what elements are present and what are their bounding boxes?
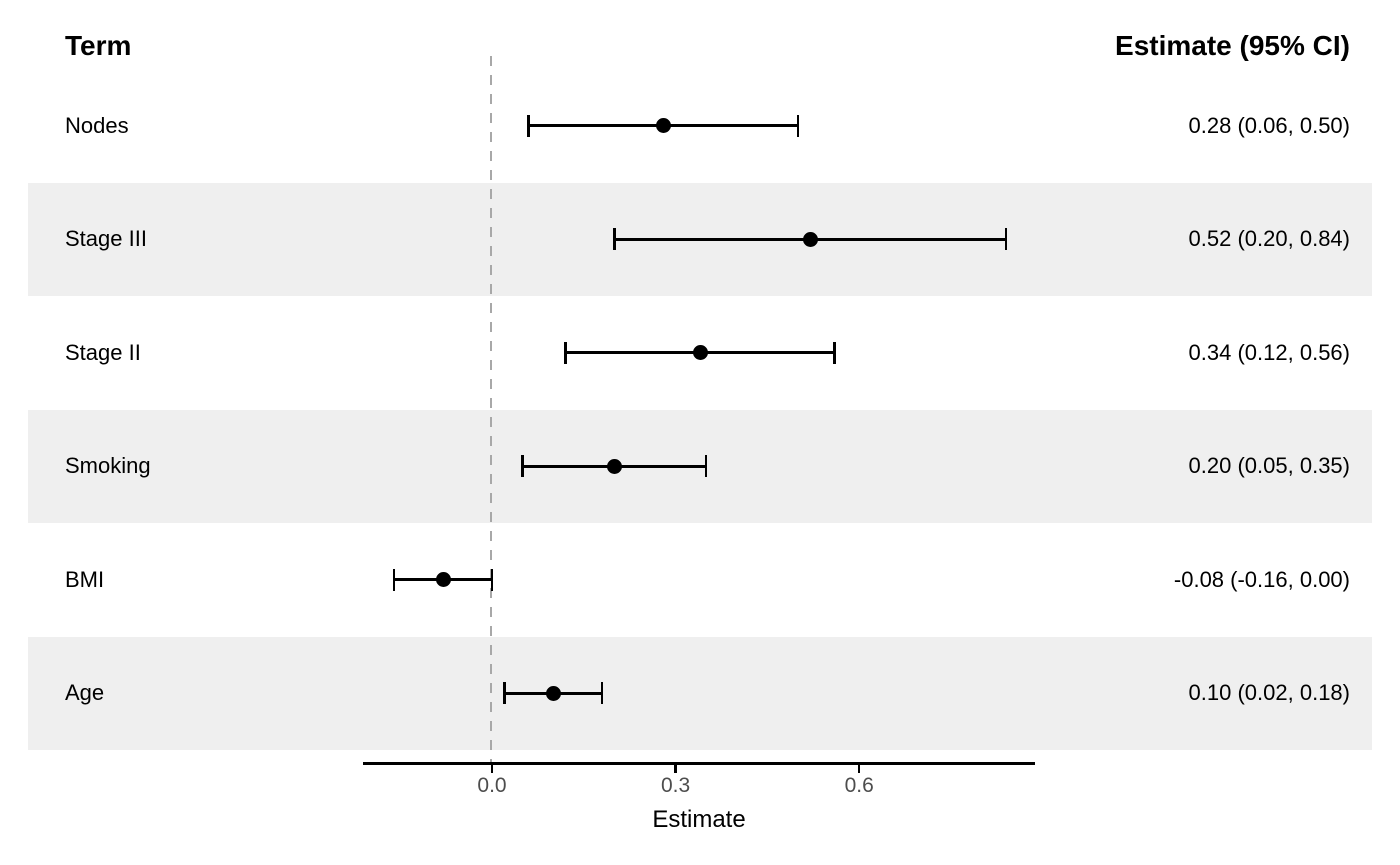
x-tick-mark — [857, 765, 861, 773]
estimate-marker — [606, 458, 622, 474]
estimate-marker — [655, 118, 671, 134]
x-axis-line — [363, 762, 1035, 765]
x-tick-mark — [674, 765, 677, 773]
term-label: Stage II — [65, 339, 141, 365]
term-label: Nodes — [65, 112, 129, 138]
x-tick-label: 0.6 — [844, 774, 874, 797]
estimate-marker — [692, 345, 708, 361]
ci-cap-low — [527, 114, 530, 137]
term-label: Stage III — [65, 226, 147, 252]
estimate-marker — [435, 572, 451, 588]
ci-cap-high — [704, 455, 708, 478]
ci-cap-low — [521, 455, 524, 478]
ci-cap-high — [1004, 228, 1008, 251]
x-tick-label: 0.3 — [660, 774, 691, 797]
x-tick-mark — [490, 765, 494, 773]
estimate-text: 0.20 (0.05, 0.35) — [1188, 453, 1350, 479]
row-band — [28, 636, 1372, 750]
estimate-text: 0.34 (0.12, 0.56) — [1188, 339, 1350, 365]
estimate-text: 0.10 (0.02, 0.18) — [1188, 680, 1350, 706]
ci-cap-low — [502, 682, 506, 705]
term-label: BMI — [65, 566, 105, 592]
term-label: Age — [65, 680, 105, 706]
estimate-text: 0.52 (0.20, 0.84) — [1188, 226, 1350, 252]
ci-cap-high — [490, 568, 494, 591]
estimate-marker — [545, 685, 561, 701]
column-header-term: Term — [65, 30, 132, 61]
zero-reference-line — [490, 56, 492, 763]
estimate-text: 0.28 (0.06, 0.50) — [1188, 112, 1350, 138]
estimate-marker — [802, 231, 818, 247]
ci-cap-high — [600, 682, 604, 705]
ci-cap-low — [564, 341, 567, 364]
x-axis-title: Estimate — [652, 806, 746, 833]
ci-cap-low — [613, 228, 616, 251]
x-tick-label: 0.0 — [477, 774, 507, 797]
ci-cap-high — [833, 341, 836, 364]
estimate-text: -0.08 (-0.16, 0.00) — [1173, 566, 1350, 592]
column-header-estimate: Estimate (95% CI) — [1115, 30, 1350, 61]
ci-cap-low — [392, 568, 396, 591]
term-label: Smoking — [65, 453, 151, 479]
ci-cap-high — [796, 114, 800, 137]
